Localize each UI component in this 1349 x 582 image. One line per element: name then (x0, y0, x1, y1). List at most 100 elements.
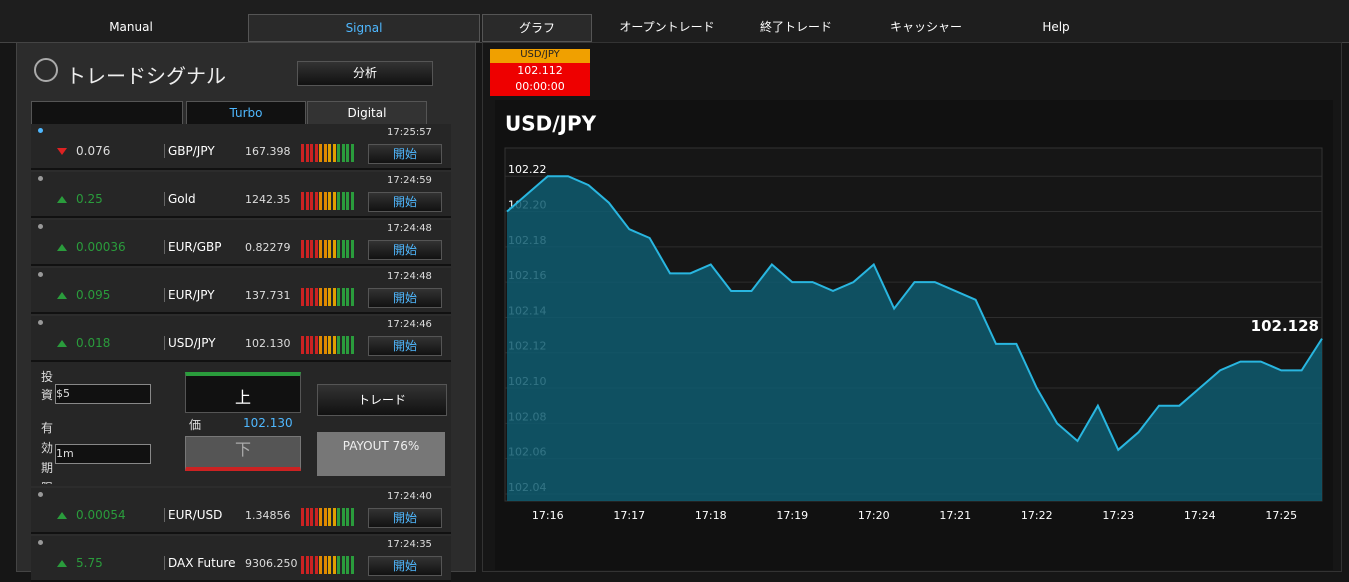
nav-tab[interactable]: Signal (248, 14, 480, 42)
pair: EUR/GBP (164, 240, 222, 254)
meter-bar (314, 240, 318, 258)
meter-bar (314, 144, 318, 162)
meter-bar (337, 336, 340, 354)
meter-bar (332, 240, 336, 258)
nav-tab[interactable]: キャッシャー (889, 20, 962, 34)
pair: Gold (164, 192, 196, 206)
pair: GBP/JPY (164, 144, 215, 158)
signal-time: 17:24:59 (387, 175, 432, 186)
nav-tab[interactable]: Help (1042, 20, 1070, 34)
meter-bar (301, 240, 304, 258)
ticker-pair: USD/JPY (490, 49, 590, 63)
down-button[interactable]: 下 (185, 436, 301, 471)
meter-bar (305, 336, 309, 354)
payout: PAYOUT 76% (317, 432, 445, 476)
meter-bar (319, 240, 322, 258)
meter-bar (350, 288, 354, 306)
start-button[interactable]: 開始 (368, 508, 442, 528)
turbo-tab[interactable]: Turbo (186, 101, 306, 125)
analysis-button[interactable]: 分析 (297, 61, 433, 86)
x-tick-label: 17:20 (858, 509, 890, 522)
meter-bar (319, 288, 322, 306)
nav-tab[interactable]: Manual (109, 20, 153, 34)
meter-bar (328, 336, 331, 354)
meter-bar (319, 336, 322, 354)
start-button[interactable]: 開始 (368, 240, 442, 260)
meter-bar (319, 556, 322, 574)
pair: DAX Future (164, 556, 236, 570)
signal-row: 17:24:59 0.25 Gold 1242.35 開始 (31, 172, 451, 218)
nav-tab[interactable]: 終了トレード (759, 20, 832, 34)
meter-bar (301, 144, 304, 162)
meter-bar (337, 508, 340, 526)
meter-bar (350, 508, 354, 526)
price: 167.398 (245, 145, 291, 158)
ticker: 102.112 00:00:00 (490, 63, 590, 96)
meter-bar (328, 240, 331, 258)
meter-bar (305, 240, 309, 258)
expiry-label: 有効期限 (41, 421, 54, 484)
meter-bar (301, 556, 304, 574)
meter-bar (310, 192, 313, 210)
meter-bar (323, 556, 327, 574)
meter-bar (328, 192, 331, 210)
start-button[interactable]: 開始 (368, 144, 442, 164)
meter-bar (323, 288, 327, 306)
invest-label: 投資 (41, 370, 54, 402)
meter-bar (328, 144, 331, 162)
expiry-select[interactable]: 1m (55, 444, 151, 464)
meter-bar (310, 336, 313, 354)
meter-bar (314, 288, 318, 306)
status-dot (38, 272, 43, 277)
signal-row: 17:25:57 0.076 GBP/JPY 167.398 開始 (31, 124, 451, 170)
digital-tab[interactable]: Digital (307, 101, 427, 125)
up-button[interactable]: 上 (185, 372, 301, 413)
status-dot (38, 224, 43, 229)
meter-bar (350, 336, 354, 354)
signal-icon (34, 58, 58, 82)
signal-time: 17:24:48 (387, 223, 432, 234)
start-button[interactable]: 開始 (368, 288, 442, 308)
nav-tab[interactable]: グラフ (482, 14, 592, 42)
start-button[interactable]: 開始 (368, 336, 442, 356)
change: 0.018 (76, 336, 111, 350)
meter-bar (346, 288, 349, 306)
meter-bar (337, 288, 340, 306)
meter-bar (346, 336, 349, 354)
invest-select[interactable]: $5 (55, 384, 151, 404)
meter-bar (301, 508, 304, 526)
meter-bar (350, 240, 354, 258)
trade-button[interactable]: トレード (317, 384, 447, 416)
meter-bar (310, 288, 313, 306)
signal-time: 17:24:40 (387, 491, 432, 502)
price-label: 価 (189, 418, 202, 432)
price: 102.130 (245, 337, 291, 350)
signal-row: 17:24:48 0.00036 EUR/GBP 0.82279 開始 (31, 220, 451, 266)
direction-arrow (57, 560, 67, 567)
meter-bar (346, 240, 349, 258)
pair: EUR/USD (164, 508, 222, 522)
meter-bar (328, 556, 331, 574)
x-tick-label: 17:21 (939, 509, 971, 522)
page: Manual Signal グラフ オープントレード 終了トレード キャッシャー Help … (0, 14, 1349, 582)
line (506, 175, 1323, 452)
meter-bar (323, 336, 327, 354)
meter-bar (305, 556, 309, 574)
meter-bar (328, 288, 331, 306)
meter-bar (332, 192, 336, 210)
meter-bar (323, 144, 327, 162)
meter-bar (310, 240, 313, 258)
y-tick-label: 102.22 (508, 163, 547, 176)
signal-row: 17:24:40 0.00054 EUR/USD 1.34856 開始 (31, 488, 451, 534)
nav-tab[interactable]: オープントレード (619, 20, 715, 34)
change: 0.00036 (76, 240, 126, 254)
meter-bar (323, 508, 327, 526)
start-button[interactable]: 開始 (368, 192, 442, 212)
meter-bar (341, 556, 345, 574)
area (507, 176, 1322, 502)
signal-row: 17:24:46 0.018 USD/JPY 102.130 開始 (31, 316, 451, 362)
direction-arrow (57, 148, 67, 155)
meter-bar (301, 192, 304, 210)
meter-bar (305, 144, 309, 162)
meter-bar (337, 556, 340, 574)
